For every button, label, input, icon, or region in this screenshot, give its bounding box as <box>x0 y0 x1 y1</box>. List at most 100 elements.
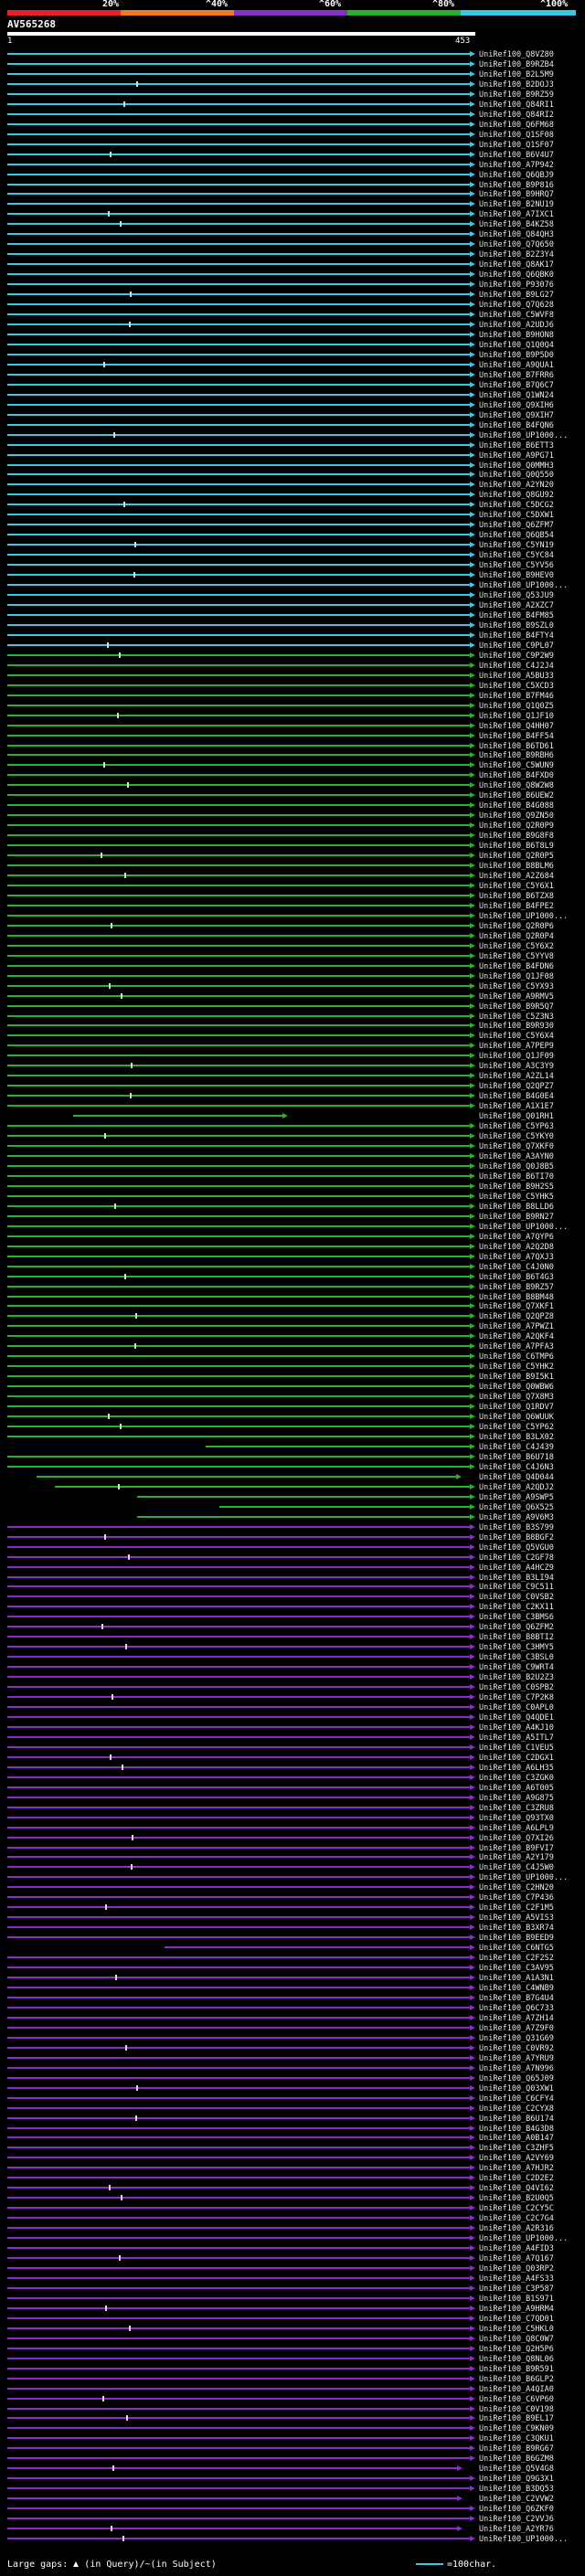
hit-label[interactable]: UniRef100_C5YX93 <box>479 981 554 991</box>
alignment-line[interactable] <box>7 1745 470 1748</box>
alignment-line[interactable] <box>7 1325 470 1328</box>
hit-row[interactable]: UniRef100_Q4QDE1 <box>0 1713 585 1723</box>
hit-label[interactable]: UniRef100_C7QD01 <box>479 2314 554 2324</box>
hit-label[interactable]: UniRef100_Q7Q650 <box>479 240 554 250</box>
hit-label[interactable]: UniRef100_A7N996 <box>479 2063 554 2073</box>
hit-label[interactable]: UniRef100_B4FF54 <box>479 731 554 741</box>
hit-row[interactable]: UniRef100_C5DXW1 <box>0 511 585 520</box>
alignment-line[interactable] <box>7 2387 470 2390</box>
alignment-line[interactable] <box>55 1485 470 1488</box>
hit-row[interactable]: UniRef100_UP1000... <box>0 1223 585 1232</box>
alignment-line[interactable] <box>7 223 470 226</box>
alignment-line[interactable] <box>7 714 470 716</box>
hit-label[interactable]: UniRef100_C5YP62 <box>479 1423 554 1433</box>
hit-row[interactable]: UniRef100_B9R5Q7 <box>0 1002 585 1012</box>
hit-label[interactable]: UniRef100_Q84RI2 <box>479 110 554 120</box>
hit-label[interactable]: UniRef100_Q2R0P9 <box>479 822 554 832</box>
alignment-line[interactable] <box>7 1214 470 1217</box>
alignment-line[interactable] <box>7 163 470 165</box>
hit-label[interactable]: UniRef100_B4FPE2 <box>479 901 554 911</box>
hit-label[interactable]: UniRef100_A2R316 <box>479 2224 554 2234</box>
hit-row[interactable]: UniRef100_A4QIA0 <box>0 2385 585 2394</box>
hit-label[interactable]: UniRef100_C2CYX8 <box>479 2104 554 2114</box>
hit-label[interactable]: UniRef100_A0B147 <box>479 2134 554 2144</box>
alignment-line[interactable] <box>7 1776 470 1778</box>
alignment-line[interactable] <box>7 1345 470 1348</box>
hit-label[interactable]: UniRef100_A6T005 <box>479 1783 554 1793</box>
hit-label[interactable]: UniRef100_C0SPB2 <box>479 1683 554 1693</box>
alignment-line[interactable] <box>7 2257 470 2260</box>
hit-label[interactable]: UniRef100_Q8C0W7 <box>479 2334 554 2344</box>
hit-label[interactable]: UniRef100_A4FS33 <box>479 2274 554 2284</box>
alignment-line[interactable] <box>7 2367 470 2369</box>
alignment-line[interactable] <box>7 483 470 486</box>
hit-row[interactable]: UniRef100_C2D2E2 <box>0 2174 585 2183</box>
hit-row[interactable]: UniRef100_A3AYN0 <box>0 1152 585 1161</box>
hit-row[interactable]: UniRef100_B7FM46 <box>0 692 585 701</box>
alignment-line[interactable] <box>7 1936 470 1939</box>
hit-label[interactable]: UniRef100_Q1Q0Z5 <box>479 701 554 711</box>
alignment-line[interactable] <box>7 1977 470 1979</box>
alignment-line[interactable] <box>7 1866 470 1869</box>
hit-label[interactable]: UniRef100_Q7XKF0 <box>479 1142 554 1152</box>
alignment-line[interactable] <box>7 2417 470 2420</box>
hit-label[interactable]: UniRef100_C5YYV8 <box>479 951 554 961</box>
alignment-line[interactable] <box>7 504 470 506</box>
hit-label[interactable]: UniRef100_B9HON8 <box>479 330 554 340</box>
hit-row[interactable]: UniRef100_A6LPL9 <box>0 1824 585 1833</box>
hit-label[interactable]: UniRef100_A7ZH14 <box>479 2013 554 2023</box>
hit-row[interactable]: UniRef100_B4G088 <box>0 801 585 811</box>
alignment-line[interactable] <box>7 53 470 55</box>
hit-row[interactable]: UniRef100_A2QDJ2 <box>0 1483 585 1492</box>
hit-row[interactable]: UniRef100_Q53JU9 <box>0 591 585 600</box>
alignment-line[interactable] <box>7 774 470 777</box>
hit-row[interactable]: UniRef100_Q9ZN50 <box>0 811 585 821</box>
alignment-line[interactable] <box>7 2066 470 2069</box>
hit-label[interactable]: UniRef100_B4FQN6 <box>479 420 554 430</box>
hit-row[interactable]: UniRef100_C0APL0 <box>0 1703 585 1712</box>
alignment-line[interactable] <box>7 2467 457 2470</box>
hit-row[interactable]: UniRef100_A9G875 <box>0 1794 585 1803</box>
hit-row[interactable]: UniRef100_B6TD61 <box>0 742 585 751</box>
hit-row[interactable]: UniRef100_B4FDN6 <box>0 962 585 971</box>
alignment-line[interactable] <box>7 2276 470 2279</box>
hit-row[interactable]: UniRef100_Q6FM68 <box>0 121 585 130</box>
alignment-line[interactable] <box>7 954 470 957</box>
alignment-line[interactable] <box>7 814 470 817</box>
hit-label[interactable]: UniRef100_C2F1M5 <box>479 1903 554 1913</box>
alignment-line[interactable] <box>7 1826 470 1829</box>
hit-row[interactable]: UniRef100_C5YYV8 <box>0 952 585 961</box>
hit-row[interactable]: UniRef100_B2Z3Y4 <box>0 250 585 260</box>
hit-row[interactable]: UniRef100_Q84RI2 <box>0 111 585 120</box>
hit-row[interactable]: UniRef100_Q9XIH7 <box>0 411 585 420</box>
hit-label[interactable]: UniRef100_C4J439 <box>479 1442 554 1452</box>
hit-label[interactable]: UniRef100_Q2R0P6 <box>479 921 554 931</box>
hit-row[interactable]: UniRef100_C6CFY4 <box>0 2094 585 2104</box>
alignment-line[interactable] <box>7 584 470 587</box>
hit-label[interactable]: UniRef100_Q8AK17 <box>479 260 554 270</box>
hit-row[interactable]: UniRef100_B3S799 <box>0 1523 585 1532</box>
hit-row[interactable]: UniRef100_B9R591 <box>0 2365 585 2374</box>
alignment-line[interactable] <box>7 433 470 436</box>
alignment-line[interactable] <box>7 1686 470 1689</box>
hit-label[interactable]: UniRef100_Q6X525 <box>479 1502 554 1512</box>
hit-label[interactable]: UniRef100_C2HN20 <box>479 1883 554 1893</box>
alignment-line[interactable] <box>7 2247 470 2250</box>
hit-row[interactable]: UniRef100_Q2R0P4 <box>0 932 585 941</box>
alignment-line[interactable] <box>7 875 470 877</box>
hit-row[interactable]: UniRef100_B4KZ58 <box>0 220 585 229</box>
hit-row[interactable]: UniRef100_A4FID3 <box>0 2244 585 2253</box>
alignment-line[interactable] <box>7 2006 470 2009</box>
alignment-line[interactable] <box>7 2507 470 2510</box>
hit-row[interactable]: UniRef100_B6T4G3 <box>0 1273 585 1282</box>
hit-label[interactable]: UniRef100_Q7XI26 <box>479 1833 554 1843</box>
hit-row[interactable]: UniRef100_Q5V4G8 <box>0 2465 585 2474</box>
alignment-line[interactable] <box>7 1725 470 1728</box>
hit-label[interactable]: UniRef100_C0V198 <box>479 2404 554 2414</box>
alignment-line[interactable] <box>7 724 470 726</box>
hit-row[interactable]: UniRef100_C5YP63 <box>0 1122 585 1131</box>
hit-label[interactable]: UniRef100_B6V4U7 <box>479 150 554 160</box>
hit-label[interactable]: UniRef100_C9PL07 <box>479 641 554 651</box>
hit-row[interactable]: UniRef100_Q03XW1 <box>0 2084 585 2094</box>
hit-row[interactable]: UniRef100_C5Z3N3 <box>0 1012 585 1022</box>
